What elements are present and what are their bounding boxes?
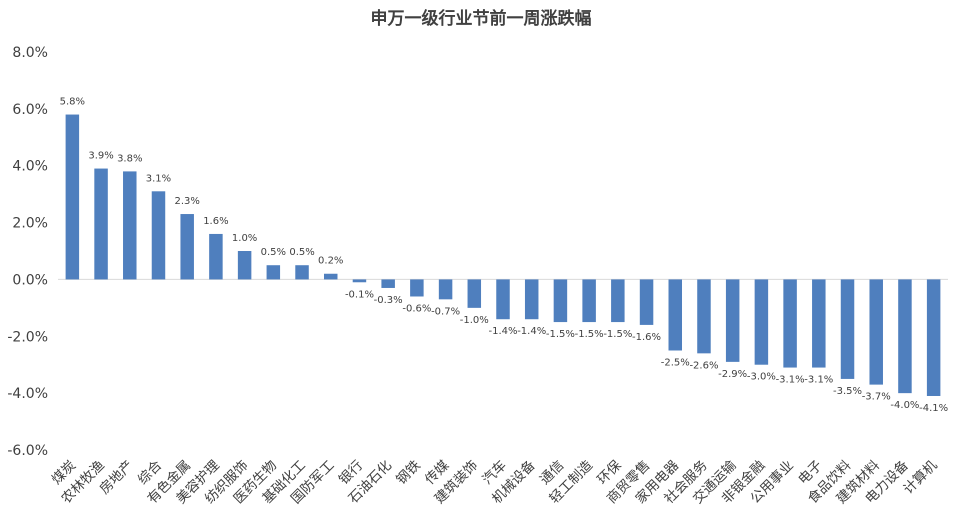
bar — [352, 279, 367, 283]
data-label: -0.6% — [402, 303, 431, 314]
data-label: -1.4% — [517, 326, 546, 337]
data-label: -3.5% — [833, 386, 862, 397]
bar — [697, 279, 711, 354]
data-label: -3.0% — [747, 372, 776, 383]
data-label: -1.5% — [603, 329, 632, 340]
data-label: 3.9% — [88, 151, 113, 162]
data-label: 0.5% — [261, 247, 286, 258]
data-label: -3.1% — [776, 375, 805, 386]
bar — [812, 279, 826, 368]
bar — [783, 279, 797, 368]
bar — [524, 279, 539, 320]
bar — [438, 279, 453, 300]
data-label: -2.9% — [718, 369, 747, 380]
bar — [926, 279, 941, 396]
chart-title: 申万一级行业节前一周涨跌幅 — [371, 8, 592, 29]
y-tick-label: -6.0% — [7, 443, 48, 459]
y-tick-label: 8.0% — [12, 45, 48, 61]
bar — [266, 265, 281, 280]
y-tick-label: -4.0% — [7, 386, 48, 402]
data-label: 3.8% — [117, 153, 142, 164]
bar — [754, 279, 769, 365]
data-label: -0.3% — [374, 295, 403, 306]
data-label: -2.5% — [661, 358, 690, 369]
bar — [639, 279, 654, 325]
data-label: 2.3% — [174, 196, 199, 207]
bars-group — [65, 114, 941, 396]
bar — [840, 279, 855, 379]
bar — [553, 279, 568, 323]
bar — [237, 251, 252, 280]
y-axis-ticks: 8.0% 6.0% 4.0% 2.0% 0.0% -2.0% -4.0% -6.0% — [7, 45, 48, 459]
bar — [467, 279, 482, 308]
bar — [295, 265, 309, 280]
bar — [94, 168, 108, 280]
bar — [123, 171, 137, 280]
data-label: 0.2% — [318, 256, 343, 267]
data-label: 5.8% — [60, 97, 85, 108]
category-label: 计算机 — [901, 457, 941, 497]
y-tick-label: 0.0% — [12, 272, 48, 288]
bar — [381, 279, 395, 288]
bar — [65, 114, 80, 280]
bar — [323, 273, 338, 280]
bar — [180, 214, 194, 280]
bar — [611, 279, 625, 323]
data-label: -1.4% — [488, 326, 517, 337]
data-label: -1.5% — [546, 329, 575, 340]
bar — [725, 279, 740, 362]
data-label: 1.0% — [232, 233, 257, 244]
data-label: -4.0% — [890, 400, 919, 411]
data-label: 0.5% — [289, 247, 314, 258]
bar — [582, 279, 596, 323]
bar — [410, 279, 424, 297]
data-label: -3.7% — [862, 392, 891, 403]
bar — [151, 191, 166, 280]
bar — [209, 233, 223, 280]
data-label: -1.6% — [632, 332, 661, 343]
data-label: -0.1% — [345, 289, 374, 300]
y-tick-label: 2.0% — [12, 216, 48, 232]
data-label: 3.1% — [146, 173, 171, 184]
category-labels-group: 煤炭农林牧渔房地产综合有色金属美容护理纺织服饰医药生物基础化工国防军工银行石油石… — [49, 456, 941, 507]
data-label: -1.5% — [575, 329, 604, 340]
data-label: 1.6% — [203, 216, 228, 227]
bar — [496, 279, 510, 320]
data-label: -0.7% — [431, 306, 460, 317]
bar — [898, 279, 912, 394]
category-label: 钢铁 — [393, 457, 424, 488]
bar — [668, 279, 683, 351]
data-label: -1.0% — [460, 315, 489, 326]
y-tick-label: 4.0% — [12, 159, 48, 175]
y-tick-label: 6.0% — [12, 102, 48, 118]
bar — [869, 279, 883, 385]
data-labels-group: 5.8% 3.9% 3.8% 3.1% 2.3% 1.6% 1.0% 0.5% 0.5% 0.2%… — [60, 97, 949, 414]
y-tick-label: -2.0% — [7, 329, 48, 345]
data-label: -2.6% — [689, 360, 718, 371]
data-label: -4.1% — [919, 403, 948, 414]
data-label: -3.1% — [804, 375, 833, 386]
category-label: 房地产 — [97, 458, 137, 498]
